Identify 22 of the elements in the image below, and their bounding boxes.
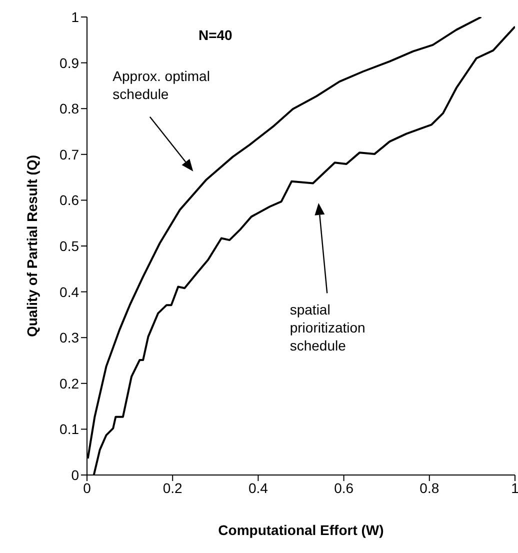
y-tick-label: 0.1 (60, 421, 80, 438)
annotation: Approx. optimal schedule (112, 68, 210, 102)
x-tick-label: 0 (83, 480, 92, 496)
annotation: N=40 (198, 26, 233, 43)
y-tick-label: 0.9 (60, 54, 80, 71)
annotation: spatial prioritization schedule (290, 302, 366, 354)
y-tick-label: 0.4 (60, 284, 80, 300)
y-tick-label: 0.7 (60, 146, 80, 162)
x-tick-label: 0.2 (162, 480, 183, 496)
y-tick-label: 0.8 (60, 100, 80, 117)
x-tick-label: 0.8 (420, 480, 440, 496)
y-tick-label: 0.6 (60, 192, 80, 208)
x-tick-label: 0.6 (334, 480, 354, 496)
x-axis-title: Computational Effort (W) (218, 522, 384, 538)
x-tick-label: 0.4 (248, 480, 268, 496)
y-tick-label: 0 (71, 466, 80, 483)
x-tick-label: 1 (511, 480, 518, 496)
y-tick-label: 0.5 (60, 238, 80, 254)
y-tick-label: 0.3 (60, 330, 80, 346)
y-tick-label: 0.2 (60, 375, 80, 392)
y-tick-label: 1 (71, 8, 80, 25)
y-axis-title: Quality of Partial Result (Q) (24, 154, 40, 338)
